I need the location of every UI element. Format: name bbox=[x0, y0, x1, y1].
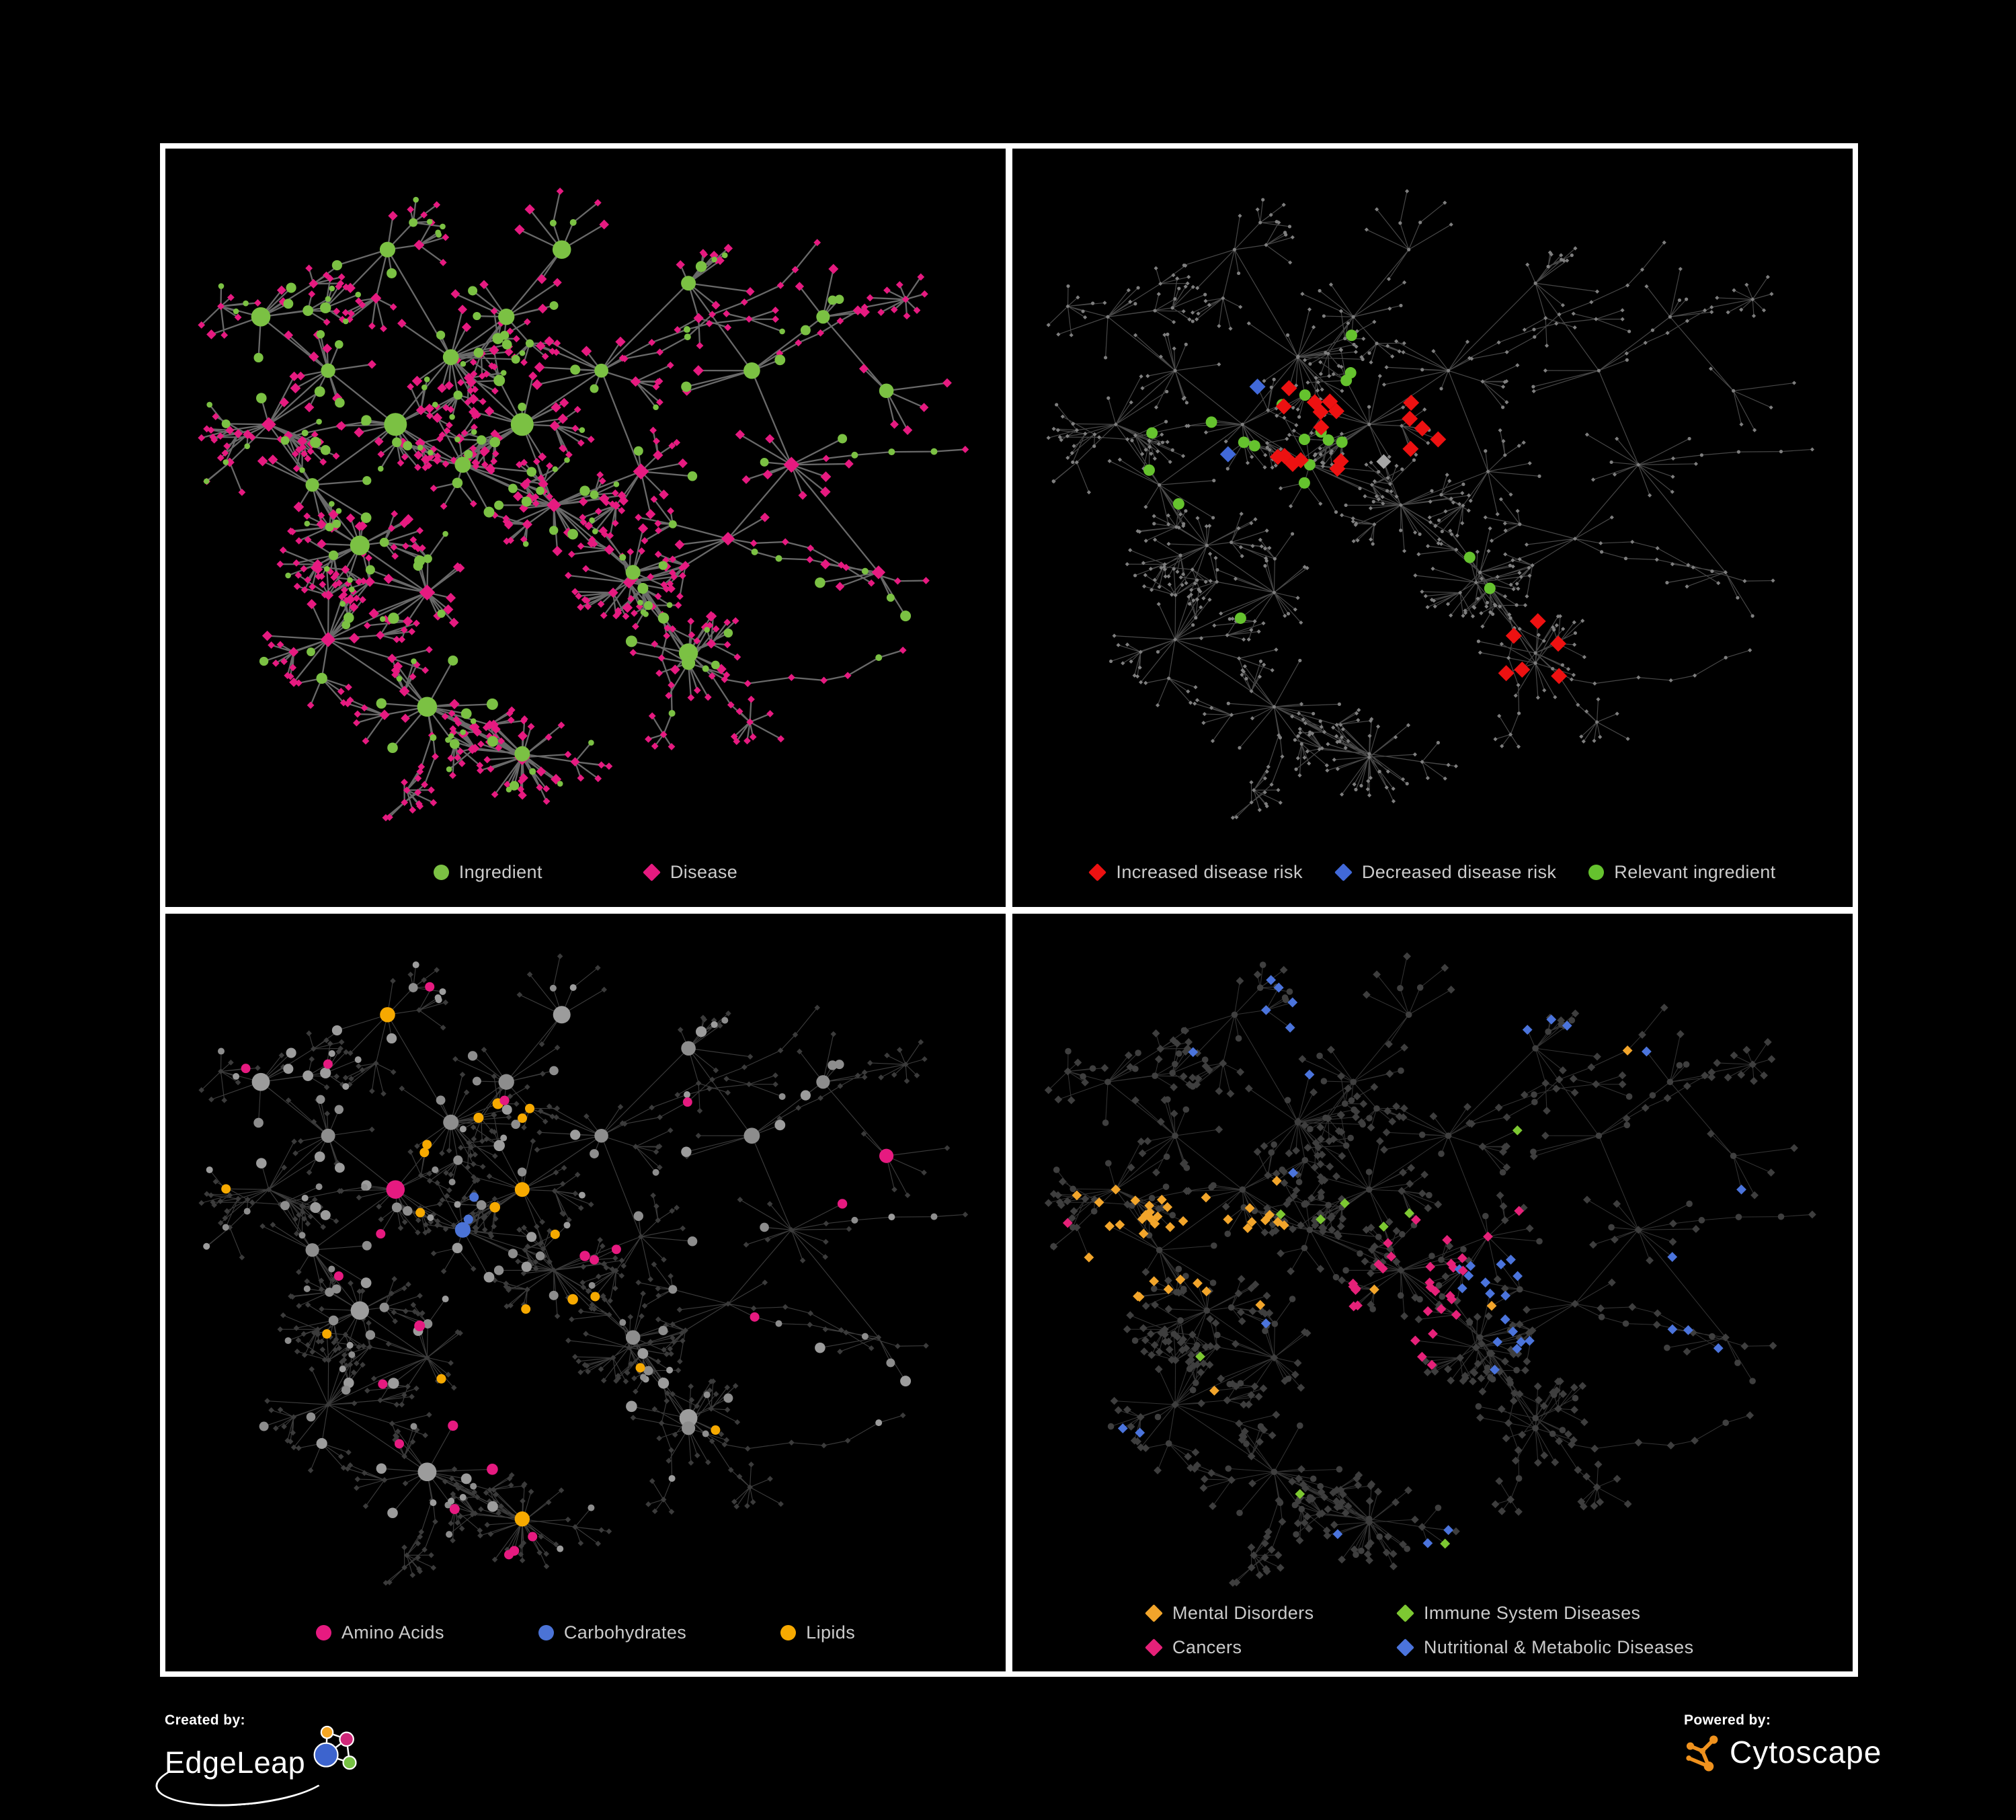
legend-item-cancers: Cancers bbox=[1145, 1637, 1387, 1658]
created-by-label: Created by: bbox=[165, 1712, 245, 1728]
panel-grid: Ingredient Disease Increased disease ris… bbox=[160, 143, 1858, 1677]
amino-acids-marker-icon bbox=[315, 1625, 331, 1640]
edgeleap-logo-icon bbox=[313, 1725, 357, 1770]
legend-item-amino-acids: Amino Acids bbox=[315, 1622, 444, 1643]
network-disease-risk bbox=[1046, 189, 1814, 820]
nutritional-metabolic-marker-icon bbox=[1396, 1638, 1414, 1657]
carbohydrates-marker-icon bbox=[538, 1625, 554, 1640]
legend-label: Cancers bbox=[1172, 1637, 1242, 1657]
legend-item-decreased-risk: Decreased disease risk bbox=[1334, 861, 1557, 883]
panel-disease-classes: Mental Disorders Immune System Diseases … bbox=[1012, 913, 1853, 1671]
legend-label: Nutritional & Metabolic Diseases bbox=[1424, 1637, 1694, 1657]
legend-item-carbohydrates: Carbohydrates bbox=[538, 1622, 686, 1643]
legend-item-lipids: Lipids bbox=[780, 1622, 855, 1643]
legend-item-mental-disorders: Mental Disorders bbox=[1145, 1603, 1387, 1624]
panel-ingredient-disease: Ingredient Disease bbox=[165, 149, 1006, 907]
immune-diseases-marker-icon bbox=[1396, 1604, 1414, 1622]
legend-label: Relevant ingredient bbox=[1614, 861, 1776, 882]
cytoscape-wordmark: Cytoscape bbox=[1730, 1735, 1882, 1770]
legend-label: Mental Disorders bbox=[1172, 1603, 1314, 1623]
legend-label: Increased disease risk bbox=[1116, 861, 1303, 882]
legend-label: Lipids bbox=[806, 1622, 856, 1643]
mental-disorders-marker-icon bbox=[1145, 1604, 1163, 1622]
legend-label: Decreased disease risk bbox=[1361, 861, 1557, 882]
legend-item-increased-risk: Increased disease risk bbox=[1088, 861, 1303, 883]
decreased-risk-marker-icon bbox=[1334, 863, 1353, 881]
legend-disease-risk: Increased disease risk Decreased disease… bbox=[1012, 862, 1853, 883]
legend-item-immune-system-diseases: Immune System Diseases bbox=[1396, 1603, 1720, 1624]
legend-label: Carbohydrates bbox=[563, 1622, 687, 1643]
edgeleap-credit: Created by: EdgeLeap bbox=[153, 1712, 360, 1813]
edgeleap-brand: EdgeLeap bbox=[153, 1725, 360, 1813]
legend-label: Disease bbox=[670, 861, 738, 882]
network-disease-classes bbox=[1044, 951, 1816, 1587]
relevant-ingredient-marker-icon bbox=[1588, 864, 1605, 880]
cytoscape-brand: Cytoscape bbox=[1684, 1733, 1882, 1772]
legend-item-nutritional-metabolic-diseases: Nutritional & Metabolic Diseases bbox=[1396, 1637, 1720, 1658]
legend-label: Immune System Diseases bbox=[1424, 1603, 1641, 1623]
network-nutrient-classes bbox=[198, 953, 969, 1586]
legend-label: Amino Acids bbox=[341, 1622, 444, 1643]
legend-nutrient-classes: Amino Acids Carbohydrates Lipids bbox=[165, 1622, 1006, 1643]
panel-disease-risk: Increased disease risk Decreased disease… bbox=[1012, 149, 1853, 907]
legend-item-relevant-ingredient: Relevant ingredient bbox=[1588, 862, 1775, 883]
cancers-marker-icon bbox=[1145, 1638, 1163, 1657]
powered-by-label: Powered by: bbox=[1684, 1712, 1771, 1728]
network-ingredient-disease bbox=[198, 187, 969, 822]
panel-nutrient-classes: Amino Acids Carbohydrates Lipids bbox=[165, 913, 1006, 1671]
ingredient-marker-icon bbox=[433, 864, 449, 880]
lipids-marker-icon bbox=[780, 1625, 797, 1640]
legend-disease-classes: Mental Disorders Immune System Diseases … bbox=[1012, 1603, 1853, 1658]
legend-ingredient-disease: Ingredient Disease bbox=[165, 862, 1006, 883]
increased-risk-marker-icon bbox=[1088, 863, 1107, 881]
legend-item-disease: Disease bbox=[642, 861, 738, 883]
disease-marker-icon bbox=[642, 863, 661, 881]
cytoscape-logo-icon bbox=[1686, 1735, 1718, 1772]
legend-label: Ingredient bbox=[458, 861, 542, 882]
legend-item-ingredient: Ingredient bbox=[433, 861, 542, 883]
edgeleap-wordmark: EdgeLeap bbox=[165, 1745, 306, 1780]
cytoscape-credit: Powered by: Cytoscape bbox=[1684, 1712, 1882, 1772]
